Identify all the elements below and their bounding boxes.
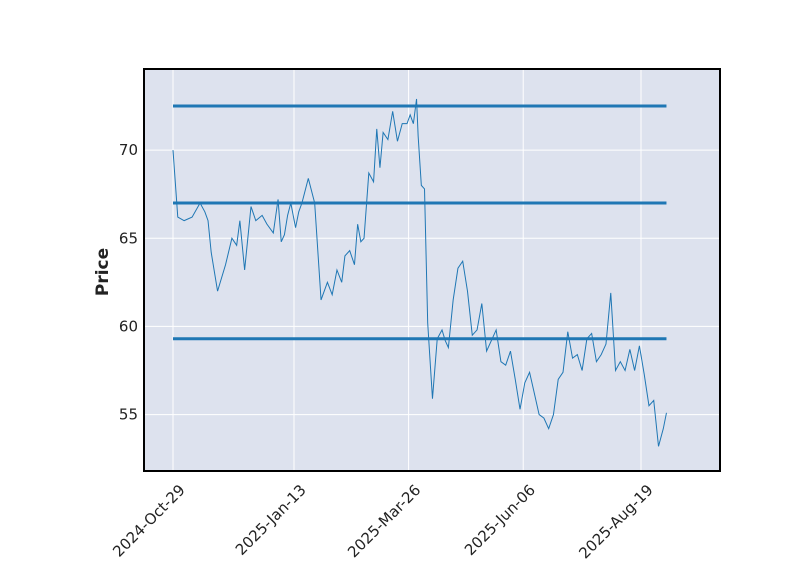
x-tick-label: 2025-Jun-06 — [461, 481, 539, 559]
price-series-line — [172, 98, 667, 447]
y-tick-label: 55 — [119, 406, 138, 424]
x-tick-label: 2024-Oct-29 — [109, 481, 189, 561]
x-tick-label: 2025-Aug-19 — [575, 481, 656, 562]
x-tick-labels: 2024-Oct-29 2025-Jan-13 2025-Mar-26 2025-Ju… — [109, 481, 657, 562]
y-tick-label: 70 — [119, 141, 138, 159]
plot-frame — [143, 68, 721, 472]
x-grid-lines — [172, 69, 642, 471]
y-tick-labels: 55 60 65 70 — [119, 141, 138, 423]
x-tick-label: 2025-Jan-13 — [232, 481, 310, 559]
y-tick-label: 65 — [119, 229, 138, 247]
x-tick-label: 2025-Mar-26 — [344, 481, 424, 561]
y-tick-label: 60 — [119, 317, 138, 335]
y-axis-title: Price — [93, 248, 113, 296]
y-grid-lines — [144, 149, 720, 416]
plot-background — [144, 69, 720, 471]
horizontal-lines — [173, 104, 667, 341]
